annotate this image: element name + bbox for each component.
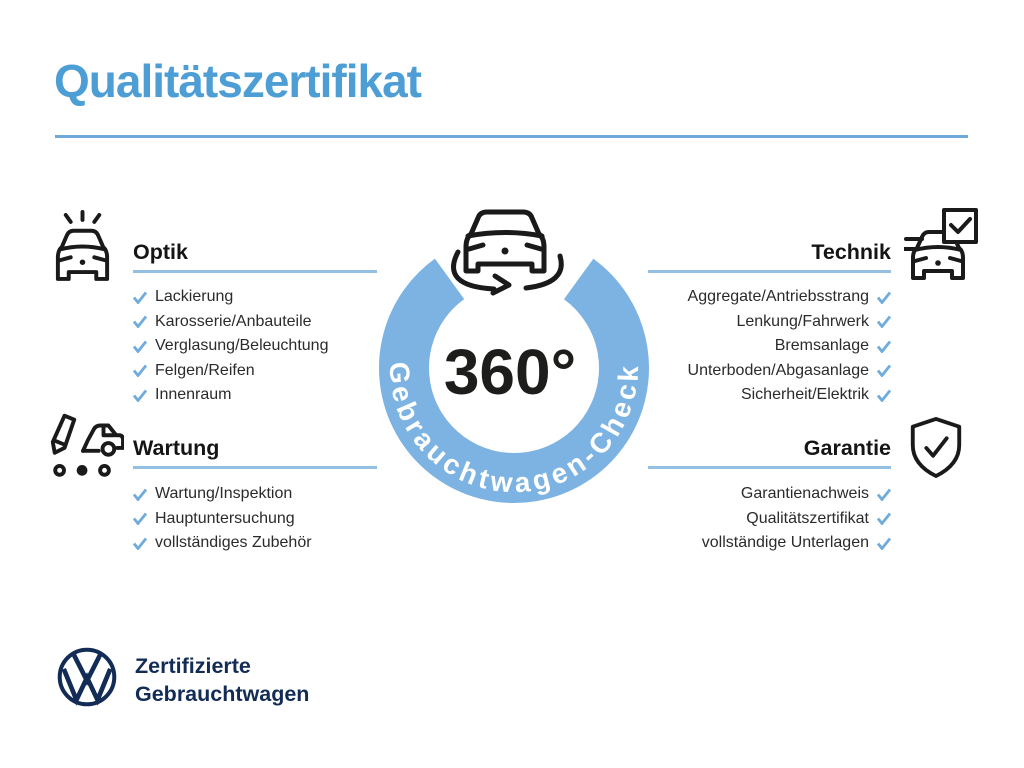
check-item-label: Unterboden/Abgasanlage	[687, 361, 869, 379]
check-icon	[877, 364, 891, 378]
car-checkbox-icon	[904, 208, 978, 280]
title-divider	[55, 135, 968, 138]
check-item-label: Qualitätszertifikat	[746, 509, 869, 527]
check-item-label: Bremsanlage	[774, 337, 869, 355]
section-rule-technik	[648, 270, 891, 273]
section-rule-garantie	[648, 466, 891, 469]
check-item-label: Hauptuntersuchung	[155, 509, 295, 527]
check-item: Karosserie/Anbauteile	[133, 310, 413, 335]
check-item: Lenkung/Fahrwerk	[591, 310, 891, 335]
page-title: Qualitätszertifikat	[54, 55, 422, 107]
pencil-car-checklist-icon	[50, 413, 124, 477]
check-item: vollständiges Zubehör	[133, 531, 413, 556]
section-list-optik: Lackierung Karosserie/Anbauteile Verglas…	[133, 285, 413, 408]
ring-360-graphic: Gebrauchtwagen-Check 360°	[379, 209, 649, 503]
check-item-label: Lenkung/Fahrwerk	[736, 312, 869, 330]
brand-text: Zertifizierte Gebrauchtwagen	[135, 652, 309, 708]
check-item: Garantienachweis	[591, 482, 891, 507]
section-title-optik: Optik	[133, 240, 188, 264]
check-item-label: Innenraum	[155, 386, 232, 404]
check-icon	[133, 389, 147, 402]
rotating-car-icon	[451, 209, 564, 296]
section-title-wartung: Wartung	[133, 436, 220, 460]
check-item: Sicherheit/Elektrik	[591, 383, 891, 408]
check-item: Felgen/Reifen	[133, 359, 413, 384]
check-item: vollständige Unterlagen	[591, 531, 891, 556]
check-icon	[133, 364, 147, 378]
check-icon	[133, 537, 147, 550]
check-icon	[877, 291, 891, 304]
check-icon	[877, 537, 891, 550]
check-icon	[877, 512, 891, 526]
check-icon	[877, 340, 891, 353]
section-rule-optik	[133, 270, 377, 273]
check-item: Lackierung	[133, 285, 413, 310]
section-list-garantie: Garantienachweis Qualitätszertifikat vol…	[591, 482, 891, 556]
section-title-garantie: Garantie	[803, 436, 891, 460]
check-item-label: Garantienachweis	[740, 485, 869, 503]
check-item-label: Aggregate/Antriebsstrang	[687, 288, 869, 306]
section-list-wartung: Wartung/Inspektion Hauptuntersuchung vol…	[133, 482, 413, 556]
check-item: Innenraum	[133, 383, 413, 408]
check-item: Verglasung/Beleuchtung	[133, 334, 413, 359]
section-rule-wartung	[133, 466, 377, 469]
check-icon	[133, 291, 147, 304]
brand-text-line1: Zertifizierte	[135, 654, 251, 678]
check-item-label: Wartung/Inspektion	[155, 485, 293, 503]
check-item-label: Felgen/Reifen	[155, 361, 255, 379]
check-item-label: Karosserie/Anbauteile	[155, 312, 312, 330]
check-item: Unterboden/Abgasanlage	[591, 359, 891, 384]
vw-logo	[57, 647, 117, 707]
check-icon	[877, 315, 891, 329]
shield-check-icon	[910, 417, 962, 478]
check-item-label: Sicherheit/Elektrik	[740, 386, 869, 404]
check-icon	[133, 512, 147, 526]
check-icon	[877, 389, 891, 402]
section-list-technik: Aggregate/Antriebsstrang Lenkung/Fahrwer…	[591, 285, 891, 408]
section-title-technik: Technik	[811, 240, 891, 264]
check-item-label: Lackierung	[155, 288, 234, 306]
check-item: Hauptuntersuchung	[133, 507, 413, 532]
check-icon	[133, 315, 147, 329]
check-item-label: vollständige Unterlagen	[701, 534, 869, 552]
check-item: Wartung/Inspektion	[133, 482, 413, 507]
check-item-label: Verglasung/Beleuchtung	[155, 337, 329, 355]
check-item: Bremsanlage	[591, 334, 891, 359]
check-item: Aggregate/Antriebsstrang	[591, 285, 891, 310]
check-item-label: vollständiges Zubehör	[155, 534, 312, 552]
degree-label: 360°	[444, 336, 576, 408]
check-icon	[877, 488, 891, 501]
check-icon	[133, 488, 147, 501]
check-item: Qualitätszertifikat	[591, 507, 891, 532]
car-shine-icon	[55, 210, 110, 281]
check-icon	[133, 340, 147, 353]
brand-text-line2: Gebrauchtwagen	[135, 682, 310, 706]
